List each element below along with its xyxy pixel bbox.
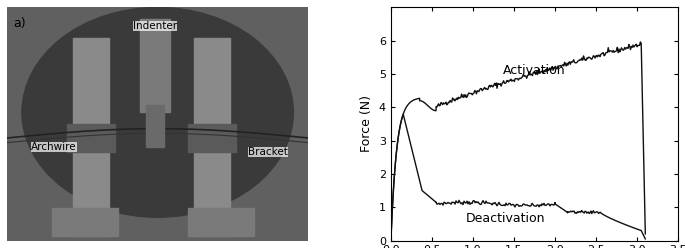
Bar [194,38,230,236]
Bar [140,19,170,112]
Bar [73,38,110,236]
Bar [146,105,164,147]
Bar [188,124,236,152]
Bar [52,208,119,236]
Text: Deactivation: Deactivation [466,212,545,225]
Circle shape [22,7,293,217]
Text: a): a) [13,17,25,30]
Y-axis label: Force (N): Force (N) [360,95,373,153]
Bar [188,208,254,236]
Text: Bracket: Bracket [248,147,288,157]
Text: Indenter: Indenter [133,21,177,31]
Bar [67,124,116,152]
Text: Archwire: Archwire [31,142,77,152]
Text: Activation: Activation [503,64,566,77]
